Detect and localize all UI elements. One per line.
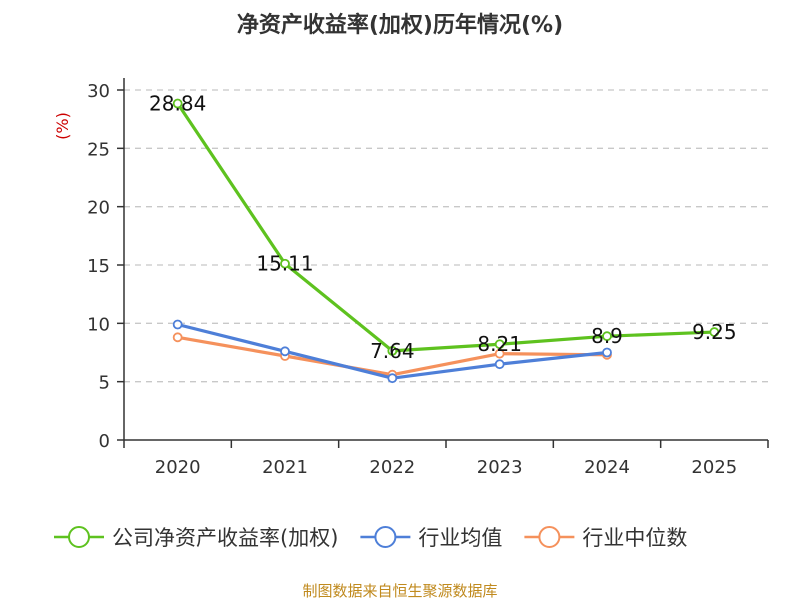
legend-label: 行业均值 <box>418 526 502 550</box>
data-point[interactable] <box>494 359 505 370</box>
y-tick-label: 15 <box>87 256 110 277</box>
y-tick-label: 20 <box>87 198 110 219</box>
legend-item[interactable]: 公司净资产收益率(加权) <box>54 526 338 550</box>
data-point[interactable] <box>602 331 612 342</box>
y-tick-label: 10 <box>87 314 110 335</box>
chart-title: 净资产收益率(加权)历年情况(%) <box>237 12 563 38</box>
data-point[interactable] <box>602 347 612 358</box>
y-axis-unit-label: (%) <box>53 112 72 140</box>
data-label: 8.21 <box>477 332 522 356</box>
legend-marker-icon <box>538 526 561 548</box>
y-tick-label: 30 <box>87 81 110 102</box>
data-label: 8.9 <box>591 324 623 348</box>
legend-item[interactable]: 行业中位数 <box>524 526 687 550</box>
x-tick-label: 2025 <box>691 457 737 478</box>
data-point[interactable] <box>280 258 290 269</box>
data-point[interactable] <box>709 327 720 337</box>
legend-marker-icon <box>68 526 90 548</box>
x-tick-label: 2024 <box>584 457 630 478</box>
legend[interactable]: 公司净资产收益率(加权) 行业均值 行业中位数 <box>54 526 687 550</box>
data-point[interactable] <box>387 373 398 384</box>
y-tick-label: 25 <box>87 139 110 160</box>
data-label: 9.25 <box>692 320 737 344</box>
data-point[interactable] <box>387 345 398 356</box>
x-tick-label: 2023 <box>477 457 523 478</box>
legend-label: 行业中位数 <box>582 526 687 550</box>
series-layer <box>172 98 720 384</box>
data-point[interactable] <box>280 346 290 357</box>
legend-label: 公司净资产收益率(加权) <box>112 526 338 550</box>
data-point[interactable] <box>172 319 183 330</box>
grid-layer <box>124 89 768 383</box>
data-point[interactable] <box>494 348 505 359</box>
source-note: 制图数据来自恒生聚源数据库 <box>302 582 497 600</box>
data-label: 15.11 <box>256 252 313 276</box>
data-point[interactable] <box>494 339 505 350</box>
data-point[interactable] <box>172 332 183 343</box>
x-tick-label: 2020 <box>155 457 201 478</box>
x-tick-label: 2022 <box>369 457 415 478</box>
series-line <box>176 102 715 353</box>
data-label-layer: 28.84 15.11 7.64 8.21 8.9 9.25 <box>149 92 737 363</box>
data-point[interactable] <box>172 98 183 109</box>
y-tick-label: 0 <box>99 431 110 452</box>
data-label: 7.64 <box>370 339 415 363</box>
legend-item[interactable]: 行业均值 <box>360 526 502 550</box>
data-label: 28.84 <box>149 92 206 116</box>
y-tick-label: 5 <box>99 373 110 394</box>
x-tick-label: 2021 <box>262 457 308 478</box>
legend-marker-icon <box>374 526 397 548</box>
